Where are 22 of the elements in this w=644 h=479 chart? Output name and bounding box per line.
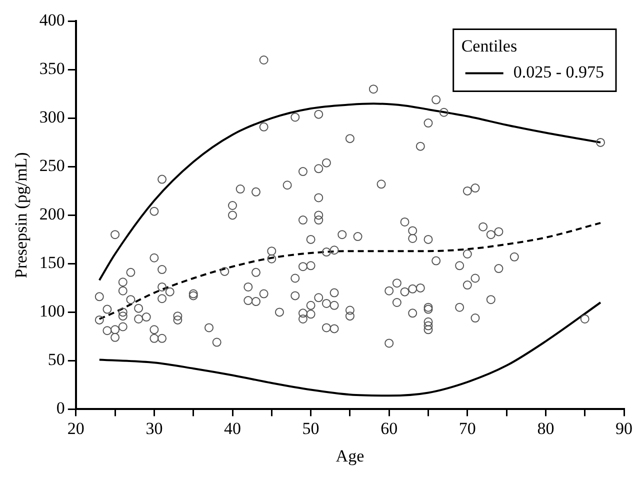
x-tick-label: 40	[224, 418, 241, 438]
y-tick-label: 300	[39, 108, 65, 127]
y-tick-label: 400	[39, 10, 65, 30]
y-tick-label: 100	[39, 302, 65, 321]
legend-label: 0.025 - 0.975	[513, 62, 604, 82]
x-tick-label: 30	[146, 418, 163, 438]
x-tick-label: 80	[537, 418, 554, 438]
x-axis-title: Age	[336, 446, 364, 466]
x-tick-label: 20	[67, 418, 84, 438]
x-tick-label: 70	[458, 418, 476, 438]
y-tick-label: 200	[39, 204, 65, 224]
line-series	[98, 302, 602, 397]
x-tick-label: 50	[302, 418, 320, 438]
x-tick-label: 90	[616, 418, 632, 438]
y-tick-label: 50	[48, 350, 65, 370]
y-tick-label: 250	[39, 156, 65, 176]
x-tick-label: 60	[380, 418, 398, 438]
y-tick-label: 0	[56, 398, 65, 418]
y-tick-label: 150	[39, 253, 65, 272]
y-tick-label: 350	[39, 59, 65, 78]
legend-title: Centiles	[461, 36, 518, 56]
y-axis-title: Presepsin (pg/mL)	[12, 152, 31, 278]
